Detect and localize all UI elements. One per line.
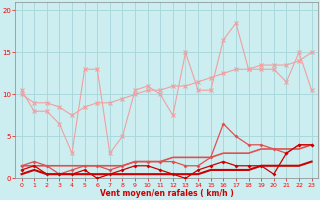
X-axis label: Vent moyen/en rafales ( km/h ): Vent moyen/en rafales ( km/h ) [100, 189, 234, 198]
